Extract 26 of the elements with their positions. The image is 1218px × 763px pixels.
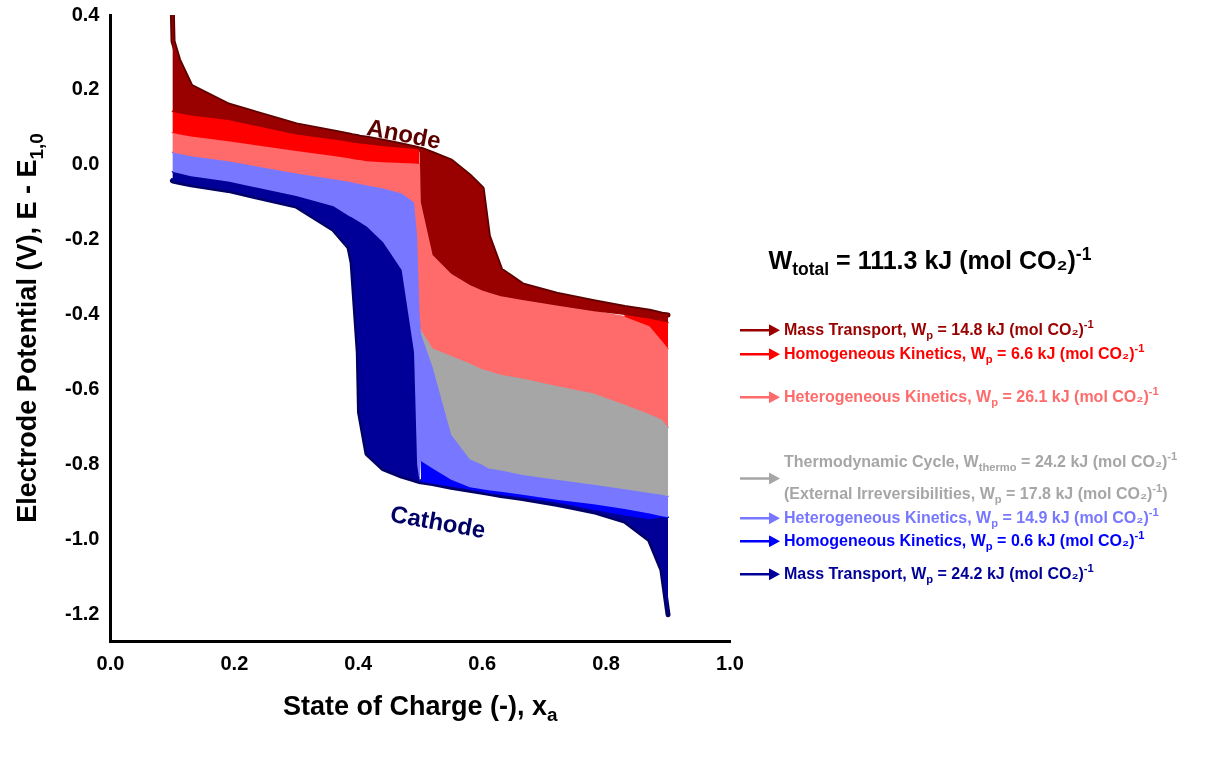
y-tick-label: -1.2 xyxy=(64,602,100,625)
x-tick-label: 1.0 xyxy=(716,651,744,674)
y-tick-label: 0.2 xyxy=(71,77,100,100)
x-tick-label: 0.6 xyxy=(468,651,497,674)
x-tick-label: 0.8 xyxy=(592,651,620,674)
legend-label: Heterogeneous Kinetics, W$_{p}$ = 26.1 kJ (mol CO₂)$^{-1}$ xyxy=(784,384,1159,410)
y-tick-label: -0.6 xyxy=(64,377,100,400)
y-tick-label: 0.4 xyxy=(71,2,101,25)
annotation: Cathode xyxy=(388,499,488,545)
text: W$_{total}$ = 111.3 kJ (mol CO₂)$^{-1}$ xyxy=(768,243,1092,281)
y-tick-label: -0.8 xyxy=(64,452,100,475)
legend-label: Homogeneous Kinetics, W$_{p}$ = 0.6 kJ (mol CO₂)$^{-1}$ xyxy=(784,529,1145,552)
y-tick-label: -0.4 xyxy=(64,302,101,325)
legend-label: Heterogeneous Kinetics, W$_{p}$ = 14.9 kJ (mol CO₂)$^{-1}$ xyxy=(784,506,1159,529)
x-tick-label: 0.2 xyxy=(220,651,249,674)
legend-label: Mass Transport, W$_{p}$ = 14.8 kJ (mol CO₂)$^{-1}$ xyxy=(784,317,1094,343)
text: Thermodynamic Cycle, W$_{thermo}$ = 24.2 kJ (mol CO₂)$^{-1}$ (External Irreversibilities, W$_{p}$ = 17.8 kJ (mol CO₂)$^{-1}$) xyxy=(784,450,1178,505)
x-axis-title: State of Charge (-), x$_{a}$ xyxy=(282,691,558,727)
annotation: Anode xyxy=(364,113,444,155)
x-tick-label: 0.4 xyxy=(344,651,374,674)
legend-label: Homogeneous Kinetics, W$_{p}$ = 6.6 kJ (mol CO₂)$^{-1}$ xyxy=(784,342,1145,365)
y-tick-label: -1.0 xyxy=(64,527,100,550)
y-tick-label: -0.2 xyxy=(64,227,100,250)
x-tick-label: 0.0 xyxy=(96,651,125,674)
legend-label: Mass Transport, W$_{p}$ = 24.2 kJ (mol CO₂)$^{-1}$ xyxy=(784,561,1094,587)
y-tick-label: 0.0 xyxy=(71,152,100,175)
